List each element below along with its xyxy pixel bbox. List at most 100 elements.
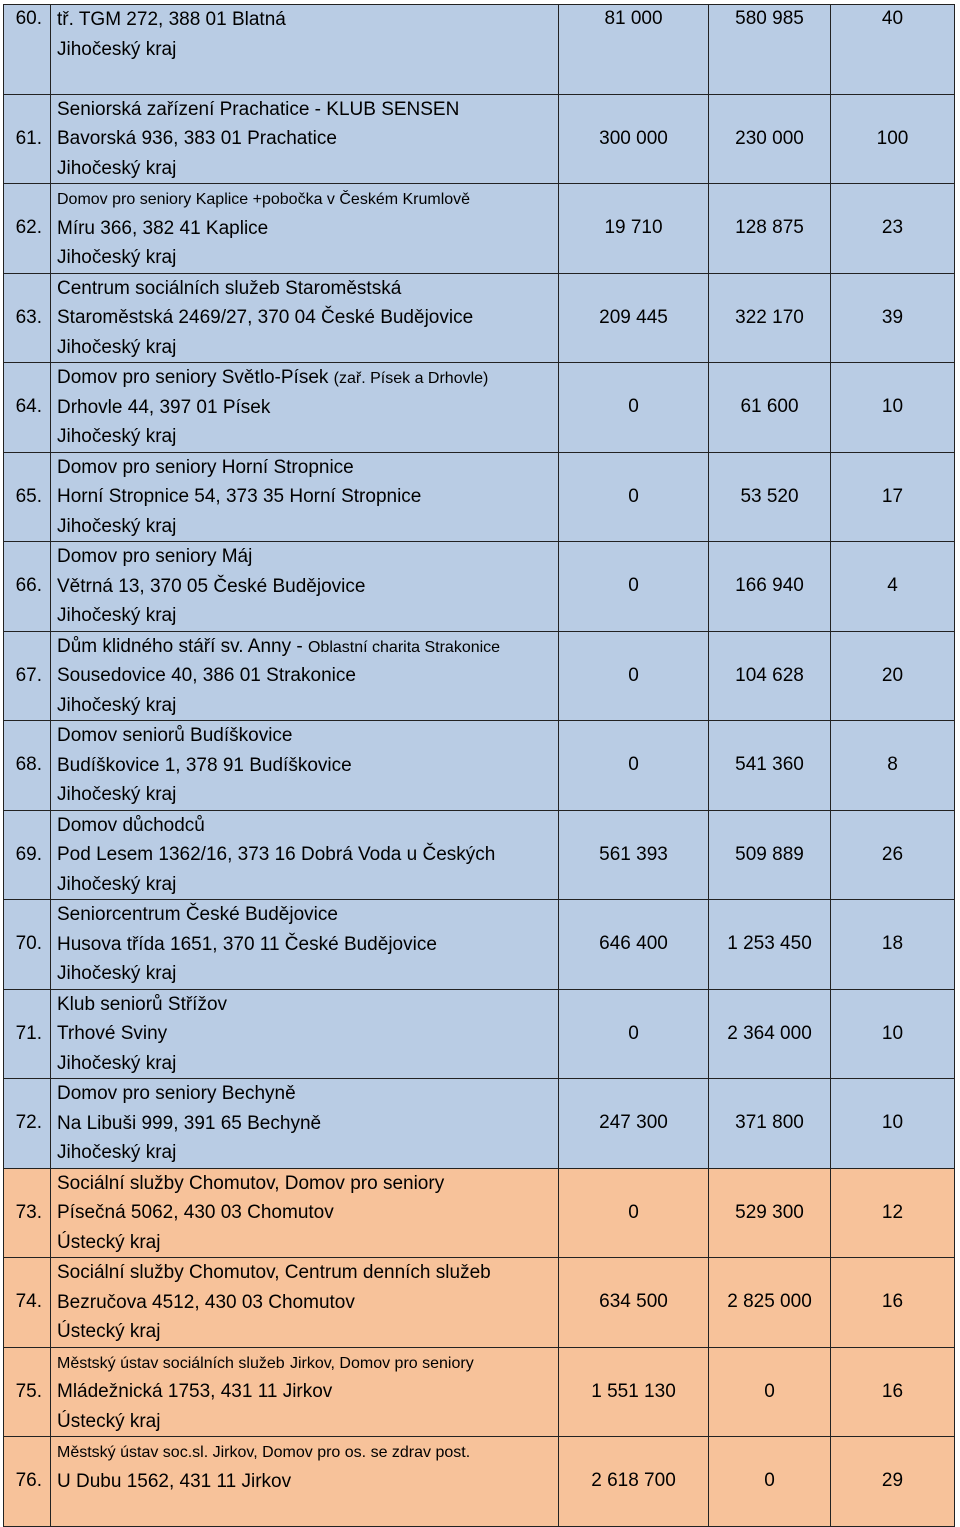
facility-name-main: Domov pro seniory Světlo-Písek [57, 367, 329, 388]
value-2: 1 253 450 [708, 899, 831, 990]
value-3: 23 [830, 183, 955, 274]
facility-cell: Městský ústav sociálních služeb Jirkov, … [50, 1346, 559, 1437]
facility-region: Jihočeský kraj [57, 426, 177, 447]
facility-name-main: Městský ústav sociálních služeb [57, 1354, 285, 1372]
table-row: 61. Seniorská zařízení Prachatice - KLUB… [3, 93, 955, 184]
facility-name-main: Domov seniorů Budíškovice [57, 725, 293, 746]
row-number: 72. [3, 1078, 51, 1169]
value-1: 634 500 [558, 1257, 709, 1348]
value-3: 8 [830, 720, 955, 811]
value-3: 4 [830, 541, 955, 632]
facility-name: Sociální služby Chomutov, Domov pro seni… [57, 1169, 558, 1198]
table-row: 64. Domov pro seniory Světlo-Písek (zař.… [3, 362, 955, 453]
table-row: 69. Domov důchodců Pod Lesem 1362/16, 37… [3, 809, 955, 900]
facility-name-main: Seniorská zařízení Prachatice - KLUB SEN… [57, 98, 460, 120]
facility-region: Jihočeský kraj [57, 1142, 177, 1163]
row-number: 69. [3, 809, 51, 900]
row-number: 75. [3, 1346, 51, 1437]
facility-region: Ústecký kraj [57, 1231, 161, 1253]
facility-street: Větrná 13, 370 05 České Budějovice [57, 575, 366, 597]
value-2: 541 360 [708, 720, 831, 811]
value-2: 128 875 [708, 183, 831, 274]
facility-name-main: Městský ústav soc.sl. Jirkov, Domov pro … [57, 1444, 471, 1461]
facility-name-main: Klub seniorů Střížov [57, 993, 228, 1015]
facility-name-main: Centrum sociálních služeb Staroměstská [57, 277, 402, 299]
row-number: 74. [3, 1257, 51, 1348]
facility-street: Písečná 5062, 430 03 Chomutov [57, 1202, 334, 1223]
table-row: 60. tř. TGM 272, 388 01 Blatná Jihočeský… [3, 4, 955, 95]
table-row: 75. Městský ústav sociálních služeb Jirk… [3, 1346, 955, 1437]
row-number: 60. [3, 4, 51, 95]
table-row: 73. Sociální služby Chomutov, Domov pro … [3, 1167, 955, 1258]
value-2: 509 889 [708, 809, 831, 900]
facility-name: Domov pro seniory Máj [57, 542, 558, 571]
facility-street: Bavorská 936, 383 01 Prachatice [57, 128, 337, 149]
facility-street: Budíškovice 1, 378 91 Budíškovice [57, 754, 352, 776]
facility-cell: Seniorcentrum České Budějovice Husova tř… [50, 899, 559, 990]
value-1: 0 [558, 451, 709, 542]
facility-street: Sousedovice 40, 386 01 Strakonice [57, 665, 356, 686]
value-3: 20 [830, 630, 955, 721]
value-1: 646 400 [558, 899, 709, 990]
value-2: 2 825 000 [708, 1257, 831, 1348]
value-2: 322 170 [708, 272, 831, 363]
facility-region: Jihočeský kraj [57, 336, 177, 358]
row-number: 71. [3, 988, 51, 1079]
facility-name-main: Domov pro seniory Bechyně [57, 1083, 296, 1104]
row-number: 64. [3, 362, 51, 453]
facility-street: Staroměstská 2469/27, 370 04 České Buděj… [57, 307, 474, 328]
facility-name-main: Sociální služby Chomutov, Domov pro seni… [57, 1172, 445, 1194]
value-1: 561 393 [558, 809, 709, 900]
facility-region: Jihočeský kraj [57, 873, 177, 895]
table-row: 65. Domov pro seniory Horní Stropnice Ho… [3, 451, 955, 542]
row-number: 76. [3, 1436, 51, 1527]
value-3: 17 [830, 451, 955, 542]
facility-name: Domov pro seniory Bechyně [57, 1079, 558, 1108]
value-1: 0 [558, 630, 709, 721]
value-1: 247 300 [558, 1078, 709, 1169]
value-2: 230 000 [708, 93, 831, 184]
facility-name: Centrum sociálních služeb Staroměstská [57, 274, 558, 303]
facility-cell: Domov důchodců Pod Lesem 1362/16, 373 16… [50, 809, 559, 900]
facility-name-main: Seniorcentrum České Budějovice [57, 904, 338, 925]
value-1: 0 [558, 541, 709, 632]
facility-street: Husova třída 1651, 370 11 České Budějovi… [57, 933, 437, 955]
facility-cell: Seniorská zařízení Prachatice - KLUB SEN… [50, 93, 559, 184]
facility-cell: Domov pro seniory Světlo-Písek (zař. Pís… [50, 362, 559, 453]
facility-name-main: Domov pro seniory Kaplice +pobočka v Čes… [57, 191, 471, 208]
value-1: 19 710 [558, 183, 709, 274]
facility-name: Dům klidného stáří sv. Anny - Oblastní c… [57, 632, 558, 661]
table-row: 71. Klub seniorů Střížov Trhové Sviny Ji… [3, 988, 955, 1079]
facility-name: Domov seniorů Budíškovice [57, 721, 558, 750]
facility-name-main: Dům klidného stáří sv. Anny - [57, 635, 303, 657]
facility-name: Domov důchodců [57, 811, 558, 840]
table-row: 63. Centrum sociálních služeb Staroměsts… [3, 272, 955, 363]
facility-name-main: Domov pro seniory Horní Stropnice [57, 456, 354, 478]
table-row: 68. Domov seniorů Budíškovice Budíškovic… [3, 720, 955, 811]
value-1: 2 618 700 [558, 1436, 709, 1527]
facility-street: Trhové Sviny [57, 1023, 168, 1044]
row-number: 65. [3, 451, 51, 542]
facility-street: U Dubu 1562, 431 11 Jirkov [57, 1470, 292, 1492]
value-1: 0 [558, 362, 709, 453]
facility-cell: Domov pro seniory Horní Stropnice Horní … [50, 451, 559, 542]
value-3: 10 [830, 362, 955, 453]
facility-region: Jihočeský kraj [57, 1052, 177, 1074]
facility-region: Ústecký kraj [57, 1321, 161, 1342]
row-number: 62. [3, 183, 51, 274]
table-row: 66. Domov pro seniory Máj Větrná 13, 370… [3, 541, 955, 632]
facility-cell: tř. TGM 272, 388 01 Blatná Jihočeský kra… [50, 4, 559, 95]
table-row: 62. Domov pro seniory Kaplice +pobočka v… [3, 183, 955, 274]
value-3: 16 [830, 1346, 955, 1437]
facility-street: Horní Stropnice 54, 373 35 Horní Stropni… [57, 486, 422, 507]
value-3: 10 [830, 988, 955, 1079]
facility-name: Seniorcentrum České Budějovice [57, 900, 558, 929]
facility-name: Domov pro seniory Kaplice +pobočka v Čes… [57, 184, 558, 213]
facility-region: Ústecký kraj [57, 1410, 161, 1432]
facility-table-body: 60. tř. TGM 272, 388 01 Blatná Jihočeský… [3, 4, 955, 1527]
facility-name-note: (zař. Písek a Drhovle) [333, 370, 489, 387]
table-row: 76. Městský ústav soc.sl. Jirkov, Domov … [3, 1436, 955, 1527]
value-3: 29 [830, 1436, 955, 1527]
value-2: 104 628 [708, 630, 831, 721]
value-2: 0 [708, 1436, 831, 1527]
